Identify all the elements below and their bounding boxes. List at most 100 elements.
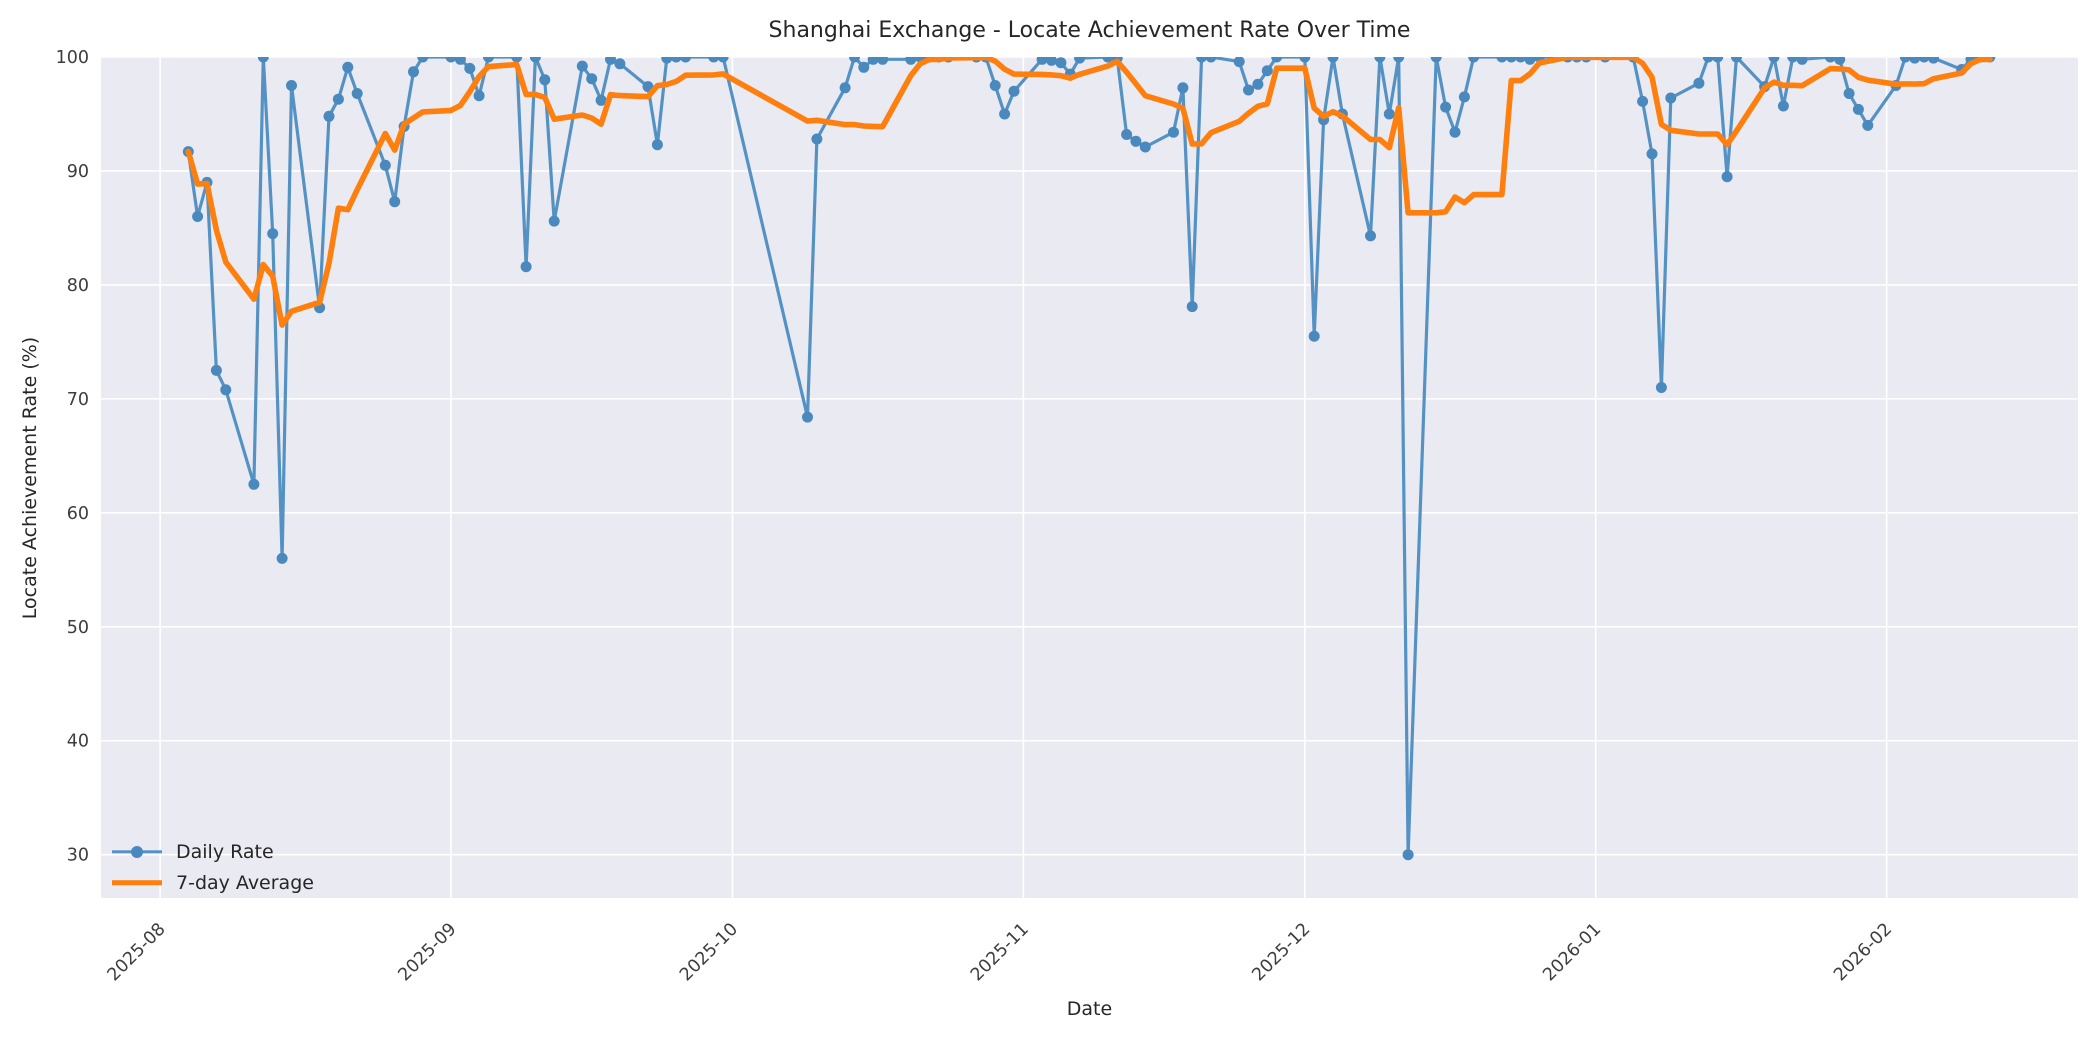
y-tick-label: 100 [56,48,89,68]
data-point-marker [1130,135,1142,147]
average-swatch-icon [112,876,162,890]
data-point-marker [445,57,457,63]
data-point-marker [1515,57,1527,63]
data-point-marker [520,261,532,273]
data-point-marker [210,364,222,376]
daily-rate-swatch-icon [112,845,162,859]
data-point-marker [1496,57,1508,63]
plot-area [101,57,2078,898]
data-point-marker [999,108,1011,120]
data-point-marker [1008,85,1020,97]
data-point-marker [248,478,260,490]
x-tick-label: 2025-12 [1249,919,1315,985]
y-axis-label: Locate Achievement Rate (%) [19,336,41,620]
y-tick-label: 70 [67,390,89,410]
data-point-marker [802,411,813,423]
x-tick-label: 2026-02 [1830,919,1896,985]
data-point-marker [877,57,889,65]
data-point-marker [1055,57,1067,69]
y-tick-labels: 30 40 50 60 70 80 90 100 [56,48,89,866]
data-point-marker [1665,92,1677,104]
data-point-marker [1524,57,1536,65]
data-point-marker [905,57,917,65]
data-point-marker [529,57,541,63]
data-point-marker [1243,84,1254,96]
data-point-marker [1928,57,1939,64]
data-point-marker [454,57,466,65]
data-point-marker [483,57,494,63]
x-tick-labels: 2025-08 2025-09 2025-10 2025-11 2025-12 2026-… [104,919,1896,985]
data-point-marker [1440,101,1452,113]
data-point-marker [1777,100,1789,112]
data-point-marker [1121,129,1133,140]
data-point-marker [286,80,297,91]
data-point-marker [680,57,692,63]
data-point-marker [1834,57,1846,65]
data-point-marker [379,159,391,171]
data-point-marker [811,133,823,145]
data-point-marker [1308,330,1320,342]
data-point-marker [1505,57,1517,63]
data-point-marker [1852,103,1864,115]
data-point-marker [408,66,419,78]
data-point-marker [539,74,551,86]
data-point-marker [1824,57,1836,63]
data-point-marker [1909,57,1921,64]
data-point-marker [1768,57,1780,63]
data-point-marker [1655,382,1667,393]
seven-day-average-line [185,57,1993,328]
data-point-marker [867,57,879,65]
data-point-marker [1637,95,1649,107]
data-point-marker [989,80,1001,91]
data-point-marker [1074,57,1086,64]
data-point-marker [1046,57,1057,66]
data-point-marker [1693,77,1705,89]
data-point-marker [670,57,682,63]
data-point-marker [323,110,335,122]
x-tick-label: 2025-09 [395,919,461,985]
data-point-marker [1702,57,1714,63]
data-point-marker [267,228,279,240]
data-point-marker [839,82,851,94]
y-tick-label: 50 [67,618,89,638]
data-point-marker [1139,141,1151,153]
data-point-marker [1712,57,1724,63]
data-point-marker [511,57,523,63]
data-point-marker [257,57,269,63]
data-point-marker [1186,301,1198,313]
data-point-marker [849,57,860,63]
data-point-marker [1468,57,1480,63]
data-point-marker [858,61,870,73]
data-point-marker [1899,57,1911,63]
data-point-marker [1383,108,1395,120]
data-point-marker [651,139,663,151]
data-point-marker [1233,57,1245,68]
legend-label-daily-rate: Daily Rate [176,840,274,863]
data-point-marker [1177,82,1189,94]
data-point-marker [1646,148,1658,160]
y-tick-label: 40 [67,732,89,752]
x-tick-label: 2025-08 [104,919,170,985]
data-point-marker [1918,57,1930,63]
data-point-marker [586,73,598,85]
y-tick-label: 30 [67,846,89,866]
data-point-marker [1196,57,1208,63]
data-point-marker [1102,57,1114,63]
data-point-marker [220,384,232,396]
data-point-marker [614,58,626,70]
data-point-marker [605,57,616,65]
data-point-marker [1299,57,1311,63]
legend-item-daily-rate: Daily Rate [112,836,314,867]
x-tick-label: 2025-10 [676,919,742,985]
data-point-marker [1327,57,1339,63]
data-point-marker [342,61,354,73]
y-tick-label: 60 [67,504,89,524]
data-point-marker [1168,126,1179,138]
legend-label-7day-average: 7-day Average [176,871,314,894]
data-point-marker [192,211,204,222]
data-point-marker [1393,57,1405,63]
data-point-marker [1365,230,1376,242]
data-point-marker [595,94,607,106]
data-point-marker [717,57,729,63]
